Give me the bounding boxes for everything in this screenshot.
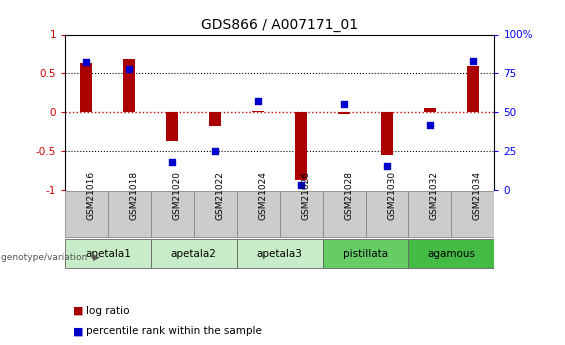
Text: apetala1: apetala1	[85, 249, 131, 258]
Bar	[123, 59, 136, 112]
Point	[340, 101, 349, 107]
FancyBboxPatch shape	[323, 239, 408, 268]
Point	[297, 182, 306, 188]
FancyBboxPatch shape	[237, 239, 323, 268]
Point	[211, 148, 220, 154]
FancyBboxPatch shape	[451, 191, 494, 237]
Point	[125, 66, 134, 71]
Text: pistillata: pistillata	[343, 249, 388, 258]
Text: percentile rank within the sample: percentile rank within the sample	[86, 326, 262, 336]
FancyBboxPatch shape	[408, 191, 451, 237]
Point	[468, 58, 477, 64]
FancyBboxPatch shape	[280, 191, 323, 237]
Text: GSM21034: GSM21034	[473, 171, 482, 220]
Point	[82, 60, 91, 65]
Text: GSM21022: GSM21022	[215, 171, 224, 220]
Bar	[424, 108, 436, 112]
Text: ■: ■	[73, 326, 84, 336]
FancyBboxPatch shape	[151, 191, 194, 237]
Text: GSM21026: GSM21026	[301, 171, 310, 220]
Text: GSM21018: GSM21018	[129, 171, 138, 220]
Point	[425, 122, 434, 127]
Bar	[166, 112, 179, 141]
Text: agamous: agamous	[428, 249, 475, 258]
Point	[168, 159, 177, 165]
Text: GSM21024: GSM21024	[258, 171, 267, 220]
FancyBboxPatch shape	[323, 191, 366, 237]
Text: log ratio: log ratio	[86, 306, 129, 315]
Bar	[80, 63, 93, 112]
FancyBboxPatch shape	[151, 239, 237, 268]
Point	[254, 99, 263, 104]
FancyBboxPatch shape	[194, 191, 237, 237]
FancyBboxPatch shape	[65, 191, 108, 237]
Bar	[209, 112, 221, 126]
Bar	[338, 112, 350, 114]
Text: genotype/variation  ▶: genotype/variation ▶	[1, 253, 100, 262]
Point	[383, 164, 392, 169]
FancyBboxPatch shape	[366, 191, 408, 237]
Title: GDS866 / A007171_01: GDS866 / A007171_01	[201, 18, 358, 32]
Text: GSM21032: GSM21032	[430, 171, 439, 220]
FancyBboxPatch shape	[108, 191, 151, 237]
Text: apetala3: apetala3	[257, 249, 303, 258]
Text: GSM21028: GSM21028	[344, 171, 353, 220]
Text: ■: ■	[73, 306, 84, 315]
Text: GSM21020: GSM21020	[172, 171, 181, 220]
FancyBboxPatch shape	[408, 239, 494, 268]
Bar	[295, 112, 307, 180]
Bar	[381, 112, 393, 155]
Bar	[252, 110, 264, 112]
Text: GSM21030: GSM21030	[387, 171, 396, 220]
FancyBboxPatch shape	[237, 191, 280, 237]
FancyBboxPatch shape	[65, 239, 151, 268]
Text: apetala2: apetala2	[171, 249, 217, 258]
Text: GSM21016: GSM21016	[86, 171, 95, 220]
Bar	[467, 66, 479, 112]
